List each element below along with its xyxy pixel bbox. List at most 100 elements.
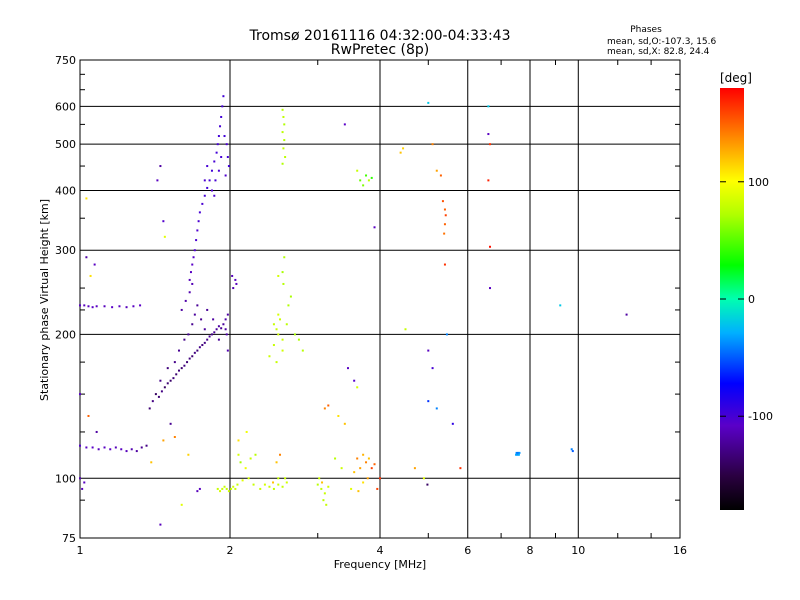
data-point (279, 453, 282, 456)
data-point (118, 305, 121, 308)
data-point (159, 379, 162, 382)
y-tick-label: 75 (62, 532, 76, 545)
data-point (169, 422, 172, 425)
data-point (293, 333, 296, 336)
data-point (489, 245, 492, 248)
data-point (213, 331, 216, 334)
data-point (193, 249, 196, 252)
data-point (198, 211, 201, 214)
data-point (362, 184, 365, 187)
legend-line-o: mean, sd,O:-107.3, 15.6 (607, 37, 717, 47)
data-point (215, 328, 218, 331)
colorbar-ticks: 100 0 -100 (720, 176, 773, 423)
data-point (196, 304, 199, 307)
data-point (571, 450, 574, 453)
data-point (184, 299, 187, 302)
data-point (219, 490, 222, 493)
data-point (413, 467, 416, 470)
data-point (135, 450, 138, 453)
data-point (275, 461, 278, 464)
data-point (216, 487, 219, 490)
data-point (282, 115, 285, 118)
data-point (166, 367, 169, 370)
data-point (289, 295, 292, 298)
data-point (163, 235, 166, 238)
data-point (198, 346, 201, 349)
data-point (224, 318, 227, 321)
data-point (487, 179, 490, 182)
data-point (151, 400, 154, 403)
x-tick-label: 10 (571, 544, 585, 557)
data-point (192, 256, 195, 259)
data-point (188, 291, 191, 294)
data-point (169, 379, 172, 382)
data-point (235, 282, 238, 285)
data-point (225, 487, 228, 490)
data-point (157, 395, 160, 398)
data-point (193, 351, 196, 354)
y-tick-label: 300 (55, 244, 76, 257)
data-point (327, 404, 330, 407)
data-point (366, 477, 369, 480)
data-point (356, 386, 359, 389)
data-point (439, 174, 442, 177)
data-point (322, 499, 325, 502)
data-point (206, 186, 209, 189)
data-point (220, 156, 223, 159)
data-point (516, 453, 519, 456)
data-point (225, 143, 228, 146)
data-point (220, 115, 223, 118)
data-point (237, 439, 240, 442)
data-point (518, 451, 521, 454)
data-point (301, 349, 304, 352)
data-point (517, 453, 520, 456)
data-point (252, 483, 255, 486)
data-point (191, 323, 194, 326)
data-point (221, 487, 224, 490)
data-point (183, 364, 186, 367)
data-point (208, 179, 211, 182)
data-point (279, 318, 282, 321)
data-point (323, 492, 326, 495)
data-point (196, 229, 199, 232)
data-point (283, 139, 286, 142)
data-point (186, 361, 189, 364)
data-point (249, 457, 252, 460)
data-points (79, 95, 628, 526)
data-point (232, 287, 235, 290)
data-point (259, 487, 262, 490)
data-point (210, 189, 213, 192)
data-point (334, 457, 337, 460)
data-point (263, 483, 266, 486)
data-point (451, 422, 454, 425)
data-point (367, 457, 370, 460)
data-point (215, 151, 218, 154)
data-point (281, 108, 284, 111)
data-point (173, 435, 176, 438)
data-point (443, 263, 446, 266)
data-point (154, 393, 157, 396)
data-point (206, 165, 209, 168)
data-point (187, 333, 190, 336)
data-point (487, 105, 490, 108)
data-point (187, 453, 190, 456)
data-point (87, 414, 90, 417)
data-point (230, 487, 233, 490)
data-point (226, 349, 229, 352)
y-tick-label: 400 (55, 184, 76, 197)
data-point (275, 328, 278, 331)
data-point (162, 439, 165, 442)
data-point (320, 487, 323, 490)
data-point (188, 278, 191, 281)
data-point (180, 367, 183, 370)
x-axis-ticks: 1 2 4 6 8 10 16 (77, 60, 687, 557)
data-point (443, 232, 446, 235)
data-point (370, 176, 373, 179)
data-point (343, 123, 346, 126)
y-tick-label: 500 (55, 138, 76, 151)
data-point (120, 448, 123, 451)
data-point (281, 162, 284, 165)
data-point (376, 487, 379, 490)
data-point (239, 461, 242, 464)
data-point (272, 323, 275, 326)
